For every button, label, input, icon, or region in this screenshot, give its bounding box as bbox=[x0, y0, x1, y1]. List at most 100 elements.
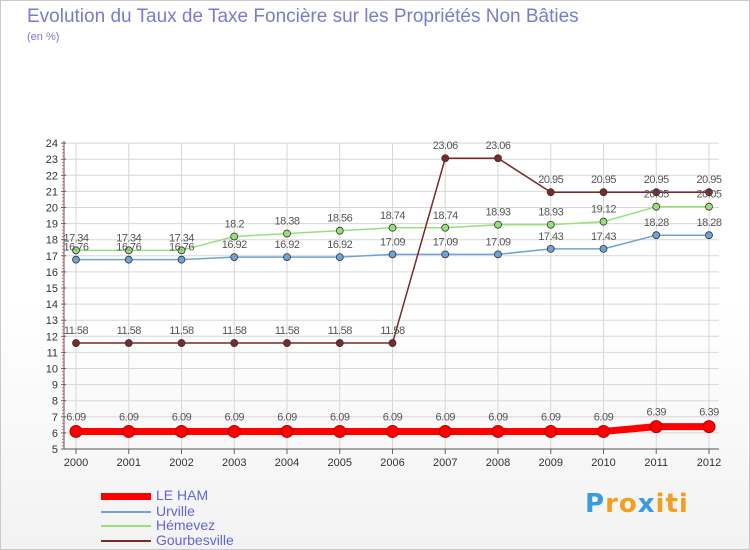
data-label-gourbesville: 20.95 bbox=[644, 174, 669, 186]
data-label-gourbesville: 11.58 bbox=[328, 325, 353, 337]
data-point-hemevez bbox=[283, 229, 291, 238]
y-tick-label: 21 bbox=[46, 186, 58, 198]
data-label-urville: 16.92 bbox=[327, 239, 352, 251]
data-point-urville bbox=[546, 244, 555, 253]
x-tick-label: 2012 bbox=[697, 457, 721, 469]
data-label-urville: 16.76 bbox=[169, 242, 194, 254]
data-point-hemevez bbox=[177, 246, 186, 255]
legend-swatch bbox=[101, 511, 151, 513]
data-point-hemevez bbox=[230, 232, 239, 241]
data-label-le-ham: 6.09 bbox=[277, 411, 297, 423]
data-label-le-ham: 6.09 bbox=[172, 411, 192, 423]
data-point-hemevez bbox=[388, 223, 397, 232]
y-tick-label: 24 bbox=[46, 138, 58, 150]
data-point-urville bbox=[494, 250, 502, 259]
data-point-gourbesville bbox=[177, 339, 186, 347]
data-label-hemevez: 17.34 bbox=[169, 232, 194, 244]
y-tick-label: 13 bbox=[46, 315, 58, 327]
data-label-urville: 18.28 bbox=[696, 217, 721, 229]
y-tick-label: 16 bbox=[46, 267, 58, 279]
data-point-gourbesville bbox=[230, 339, 239, 347]
y-tick-label: 17 bbox=[46, 251, 58, 263]
data-label-hemevez: 18.38 bbox=[274, 216, 299, 228]
x-tick-label: 2000 bbox=[64, 457, 88, 469]
data-point-le-ham bbox=[491, 424, 505, 438]
legend-label: Hémevez bbox=[156, 517, 216, 533]
data-label-le-ham: 6.09 bbox=[541, 411, 561, 423]
data-point-le-ham bbox=[386, 424, 399, 438]
data-point-urville bbox=[283, 253, 291, 261]
data-point-gourbesville bbox=[388, 339, 397, 347]
data-point-hemevez bbox=[494, 220, 502, 229]
data-point-hemevez bbox=[124, 246, 133, 255]
y-tick-label: 12 bbox=[46, 331, 58, 343]
legend-swatch bbox=[101, 540, 151, 542]
x-tick-label: 2010 bbox=[591, 457, 615, 469]
data-point-le-ham bbox=[544, 424, 558, 438]
data-point-hemevez bbox=[546, 220, 555, 229]
data-point-gourbesville bbox=[652, 188, 661, 197]
data-label-gourbesville: 20.95 bbox=[538, 174, 563, 186]
data-point-hemevez bbox=[72, 246, 80, 255]
x-tick-label: 2008 bbox=[486, 457, 510, 469]
data-label-gourbesville: 11.58 bbox=[117, 325, 142, 337]
data-label-urville: 17.09 bbox=[433, 236, 458, 248]
y-tick-label: 6 bbox=[52, 428, 58, 440]
data-label-le-ham: 6.09 bbox=[330, 411, 350, 423]
data-label-hemevez: 20.05 bbox=[696, 189, 721, 201]
data-point-le-ham bbox=[280, 424, 294, 438]
data-label-gourbesville: 11.58 bbox=[275, 325, 300, 337]
data-label-urville: 18.28 bbox=[644, 217, 669, 229]
data-label-hemevez: 18.74 bbox=[433, 210, 458, 222]
y-tick-label: 20 bbox=[46, 203, 58, 215]
data-label-gourbesville: 11.58 bbox=[222, 325, 247, 337]
data-point-le-ham bbox=[438, 424, 452, 438]
y-tick-label: 18 bbox=[46, 235, 58, 247]
y-tick-label: 8 bbox=[52, 396, 58, 408]
legend-label: LE HAM bbox=[156, 487, 209, 503]
data-label-hemevez: 18.93 bbox=[485, 207, 510, 219]
data-point-le-ham bbox=[175, 424, 188, 438]
data-point-le-ham bbox=[227, 424, 241, 438]
data-point-urville bbox=[652, 231, 661, 240]
logo-letter: t bbox=[665, 489, 679, 519]
data-point-hemevez bbox=[441, 223, 450, 232]
legend-label: Urville bbox=[156, 503, 195, 519]
data-point-le-ham bbox=[702, 420, 716, 434]
logo-letter: P bbox=[585, 489, 606, 519]
x-tick-label: 2003 bbox=[222, 457, 246, 469]
data-label-le-ham: 6.09 bbox=[66, 411, 86, 423]
data-point-urville bbox=[705, 231, 713, 240]
data-label-hemevez: 18.56 bbox=[327, 213, 352, 225]
data-label-urville: 16.92 bbox=[222, 239, 247, 251]
data-label-gourbesville: 11.58 bbox=[64, 325, 89, 337]
axes: 5 6 7 8 9 10 11 12 13 14 15 16 17 18 19 20 21 22 23 24 2000 2… bbox=[46, 138, 721, 469]
data-label-le-ham: 6.09 bbox=[383, 411, 403, 423]
y-tick-label: 23 bbox=[46, 154, 58, 166]
x-tick-label: 2004 bbox=[275, 457, 299, 469]
data-label-le-ham: 6.09 bbox=[225, 411, 245, 423]
data-point-urville bbox=[388, 250, 397, 259]
data-point-urville bbox=[441, 250, 450, 259]
y-tick-label: 5 bbox=[52, 444, 58, 456]
y-tick-label: 19 bbox=[46, 219, 58, 231]
data-label-gourbesville: 20.95 bbox=[696, 174, 721, 186]
x-tick-label: 2002 bbox=[169, 457, 193, 469]
x-tick-label: 2005 bbox=[328, 457, 352, 469]
data-point-urville bbox=[72, 255, 80, 264]
y-tick-label: 10 bbox=[46, 364, 58, 376]
data-label-hemevez: 18.93 bbox=[538, 207, 563, 219]
series-layer bbox=[69, 154, 716, 438]
y-tick-label: 14 bbox=[46, 299, 58, 311]
grid bbox=[64, 142, 719, 450]
data-label-urville: 16.76 bbox=[116, 242, 141, 254]
x-tick-label: 2007 bbox=[433, 457, 457, 469]
data-label-hemevez: 18.74 bbox=[380, 210, 405, 222]
data-label-hemevez: 17.34 bbox=[63, 232, 88, 244]
data-point-hemevez bbox=[335, 226, 344, 235]
data-label-le-ham: 6.39 bbox=[699, 407, 719, 419]
data-point-urville bbox=[124, 255, 133, 264]
data-label-gourbesville: 11.58 bbox=[169, 325, 194, 337]
